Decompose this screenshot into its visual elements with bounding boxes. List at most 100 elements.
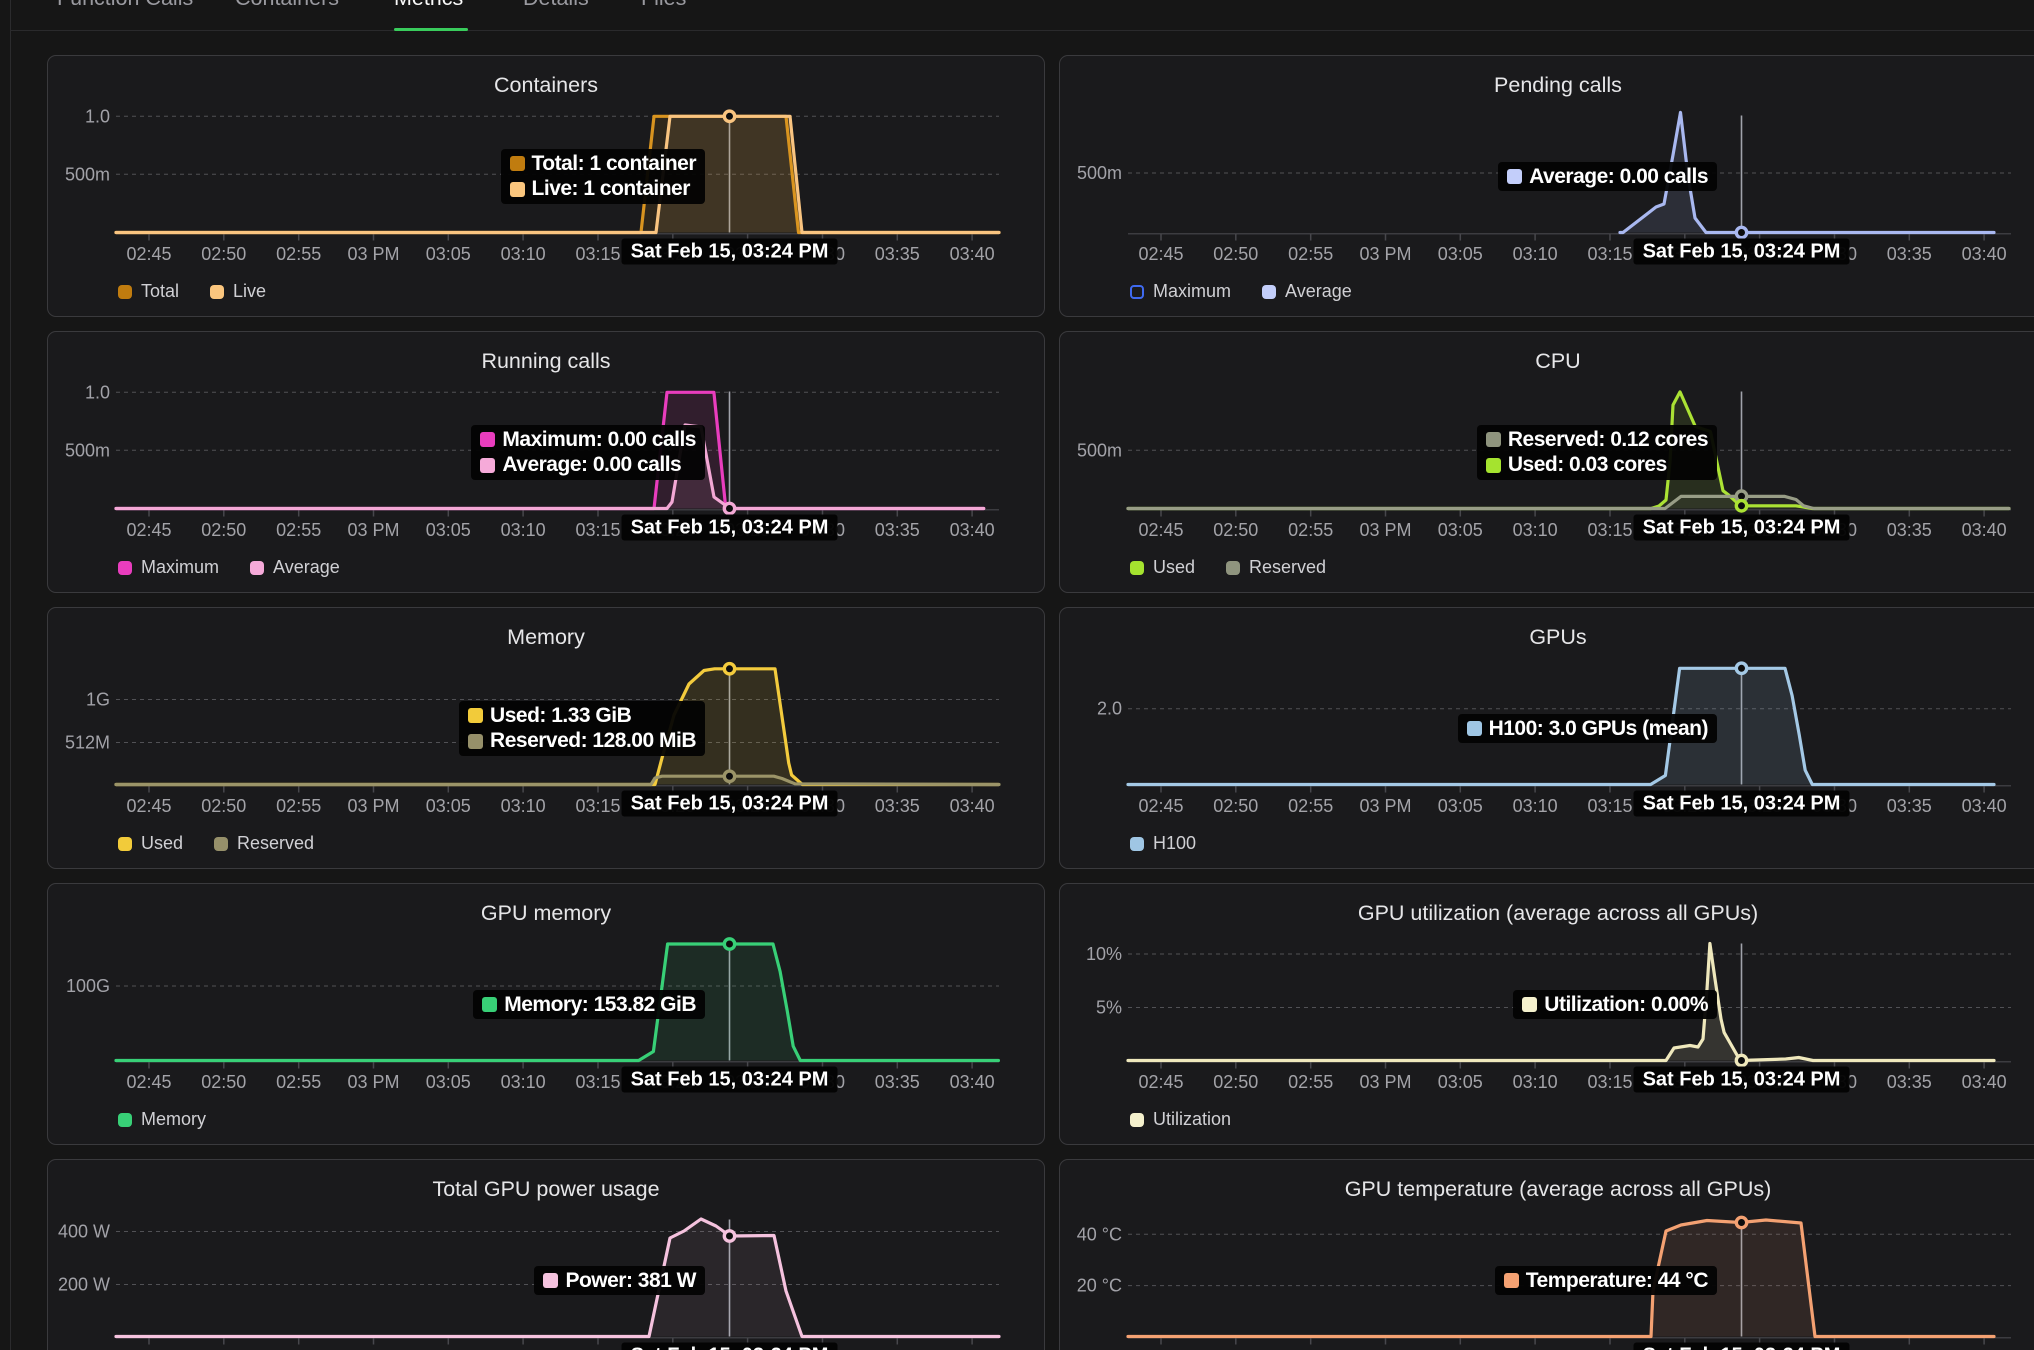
svg-text:GPUs: GPUs bbox=[1529, 625, 1586, 649]
svg-text:03:05: 03:05 bbox=[426, 796, 471, 816]
svg-text:2.0: 2.0 bbox=[1097, 699, 1122, 719]
svg-text:03 PM: 03 PM bbox=[347, 1072, 399, 1092]
svg-text:03:05: 03:05 bbox=[426, 1348, 471, 1350]
svg-text:02:45: 02:45 bbox=[126, 244, 171, 264]
svg-text:CPU: CPU bbox=[1535, 349, 1580, 373]
svg-text:02:55: 02:55 bbox=[1288, 520, 1333, 540]
svg-text:02:45: 02:45 bbox=[126, 1072, 171, 1092]
svg-text:02:55: 02:55 bbox=[1288, 1348, 1333, 1350]
svg-text:02:50: 02:50 bbox=[1213, 520, 1258, 540]
svg-text:40 °C: 40 °C bbox=[1077, 1224, 1122, 1244]
svg-text:500m: 500m bbox=[1077, 440, 1122, 460]
svg-text:03:05: 03:05 bbox=[1438, 1072, 1483, 1092]
svg-text:512M: 512M bbox=[65, 733, 110, 753]
svg-text:03:35: 03:35 bbox=[875, 1072, 920, 1092]
svg-text:Memory: Memory bbox=[507, 625, 585, 649]
svg-text:200 W: 200 W bbox=[58, 1275, 110, 1295]
svg-text:Sat Feb 15, 03:24 PM: Sat Feb 15, 03:24 PM bbox=[631, 1345, 829, 1350]
svg-text:Sat Feb 15, 03:24 PM: Sat Feb 15, 03:24 PM bbox=[1643, 517, 1841, 539]
svg-text:02:45: 02:45 bbox=[1138, 520, 1183, 540]
svg-text:03:35: 03:35 bbox=[875, 520, 920, 540]
svg-text:03:15: 03:15 bbox=[575, 520, 620, 540]
svg-text:03:40: 03:40 bbox=[950, 520, 995, 540]
svg-text:02:55: 02:55 bbox=[276, 1072, 321, 1092]
svg-text:5%: 5% bbox=[1096, 998, 1122, 1018]
svg-text:02:50: 02:50 bbox=[201, 1348, 246, 1350]
svg-text:Sat Feb 15, 03:24 PM: Sat Feb 15, 03:24 PM bbox=[631, 793, 829, 815]
svg-text:03:35: 03:35 bbox=[875, 1348, 920, 1350]
svg-text:500m: 500m bbox=[65, 164, 110, 184]
svg-text:03:40: 03:40 bbox=[1962, 1348, 2007, 1350]
svg-text:03 PM: 03 PM bbox=[347, 244, 399, 264]
svg-text:GPU utilization (average acros: GPU utilization (average across all GPUs… bbox=[1358, 901, 1758, 925]
svg-text:03:35: 03:35 bbox=[875, 796, 920, 816]
svg-text:03:10: 03:10 bbox=[1513, 1072, 1558, 1092]
svg-text:03:35: 03:35 bbox=[875, 244, 920, 264]
svg-text:03:15: 03:15 bbox=[1587, 1348, 1632, 1350]
svg-text:Sat Feb 15, 03:24 PM: Sat Feb 15, 03:24 PM bbox=[1643, 793, 1841, 815]
svg-text:02:45: 02:45 bbox=[1138, 1348, 1183, 1350]
svg-text:02:55: 02:55 bbox=[1288, 244, 1333, 264]
svg-text:03:10: 03:10 bbox=[501, 520, 546, 540]
svg-text:03:35: 03:35 bbox=[1887, 244, 1932, 264]
svg-text:100G: 100G bbox=[66, 976, 110, 996]
svg-text:02:45: 02:45 bbox=[1138, 796, 1183, 816]
svg-text:1.0: 1.0 bbox=[85, 106, 110, 126]
svg-text:02:50: 02:50 bbox=[1213, 796, 1258, 816]
svg-text:03:40: 03:40 bbox=[1962, 520, 2007, 540]
svg-text:Containers: Containers bbox=[494, 73, 598, 97]
svg-text:03:10: 03:10 bbox=[1513, 520, 1558, 540]
svg-text:03:35: 03:35 bbox=[1887, 796, 1932, 816]
svg-text:GPU temperature (average acros: GPU temperature (average across all GPUs… bbox=[1345, 1177, 1772, 1201]
svg-text:02:55: 02:55 bbox=[1288, 796, 1333, 816]
svg-text:03:40: 03:40 bbox=[950, 244, 995, 264]
svg-text:03:05: 03:05 bbox=[426, 1072, 471, 1092]
svg-text:03:40: 03:40 bbox=[950, 1348, 995, 1350]
svg-text:20 °C: 20 °C bbox=[1077, 1276, 1122, 1296]
svg-text:03:10: 03:10 bbox=[1513, 244, 1558, 264]
svg-text:02:55: 02:55 bbox=[276, 244, 321, 264]
svg-text:03:10: 03:10 bbox=[501, 244, 546, 264]
svg-text:03:10: 03:10 bbox=[501, 796, 546, 816]
svg-text:10%: 10% bbox=[1086, 944, 1122, 964]
svg-text:03:35: 03:35 bbox=[1887, 520, 1932, 540]
svg-text:02:45: 02:45 bbox=[1138, 1072, 1183, 1092]
svg-text:03:15: 03:15 bbox=[1587, 520, 1632, 540]
svg-text:02:50: 02:50 bbox=[1213, 1072, 1258, 1092]
svg-text:Running calls: Running calls bbox=[481, 349, 610, 373]
svg-text:03 PM: 03 PM bbox=[1359, 244, 1411, 264]
svg-text:Sat Feb 15, 03:24 PM: Sat Feb 15, 03:24 PM bbox=[1643, 241, 1841, 263]
svg-text:03:10: 03:10 bbox=[1513, 1348, 1558, 1350]
svg-text:02:55: 02:55 bbox=[1288, 1072, 1333, 1092]
svg-text:02:50: 02:50 bbox=[1213, 244, 1258, 264]
svg-text:03:15: 03:15 bbox=[575, 244, 620, 264]
svg-text:03:05: 03:05 bbox=[1438, 244, 1483, 264]
svg-text:02:50: 02:50 bbox=[201, 244, 246, 264]
svg-text:03 PM: 03 PM bbox=[1359, 796, 1411, 816]
svg-text:03:15: 03:15 bbox=[575, 796, 620, 816]
svg-text:400 W: 400 W bbox=[58, 1222, 110, 1242]
svg-text:03 PM: 03 PM bbox=[347, 1348, 399, 1350]
svg-text:03:40: 03:40 bbox=[1962, 796, 2007, 816]
svg-text:02:45: 02:45 bbox=[126, 520, 171, 540]
svg-text:Sat Feb 15, 03:24 PM: Sat Feb 15, 03:24 PM bbox=[631, 241, 829, 263]
svg-text:02:50: 02:50 bbox=[201, 1072, 246, 1092]
svg-text:02:45: 02:45 bbox=[126, 796, 171, 816]
svg-text:03:15: 03:15 bbox=[1587, 244, 1632, 264]
svg-text:Sat Feb 15, 03:24 PM: Sat Feb 15, 03:24 PM bbox=[631, 1069, 829, 1091]
svg-text:02:50: 02:50 bbox=[201, 796, 246, 816]
svg-text:03 PM: 03 PM bbox=[1359, 1072, 1411, 1092]
svg-text:02:55: 02:55 bbox=[276, 1348, 321, 1350]
svg-text:03:15: 03:15 bbox=[1587, 1072, 1632, 1092]
svg-text:02:50: 02:50 bbox=[201, 520, 246, 540]
svg-text:03:15: 03:15 bbox=[1587, 796, 1632, 816]
svg-text:03:10: 03:10 bbox=[501, 1072, 546, 1092]
svg-text:03:15: 03:15 bbox=[575, 1348, 620, 1350]
svg-text:1G: 1G bbox=[86, 690, 110, 710]
svg-text:03:40: 03:40 bbox=[950, 796, 995, 816]
svg-text:03:05: 03:05 bbox=[1438, 1348, 1483, 1350]
svg-text:03:40: 03:40 bbox=[950, 1072, 995, 1092]
svg-text:Pending calls: Pending calls bbox=[1494, 73, 1622, 97]
svg-text:02:55: 02:55 bbox=[276, 796, 321, 816]
svg-text:500m: 500m bbox=[1077, 163, 1122, 183]
